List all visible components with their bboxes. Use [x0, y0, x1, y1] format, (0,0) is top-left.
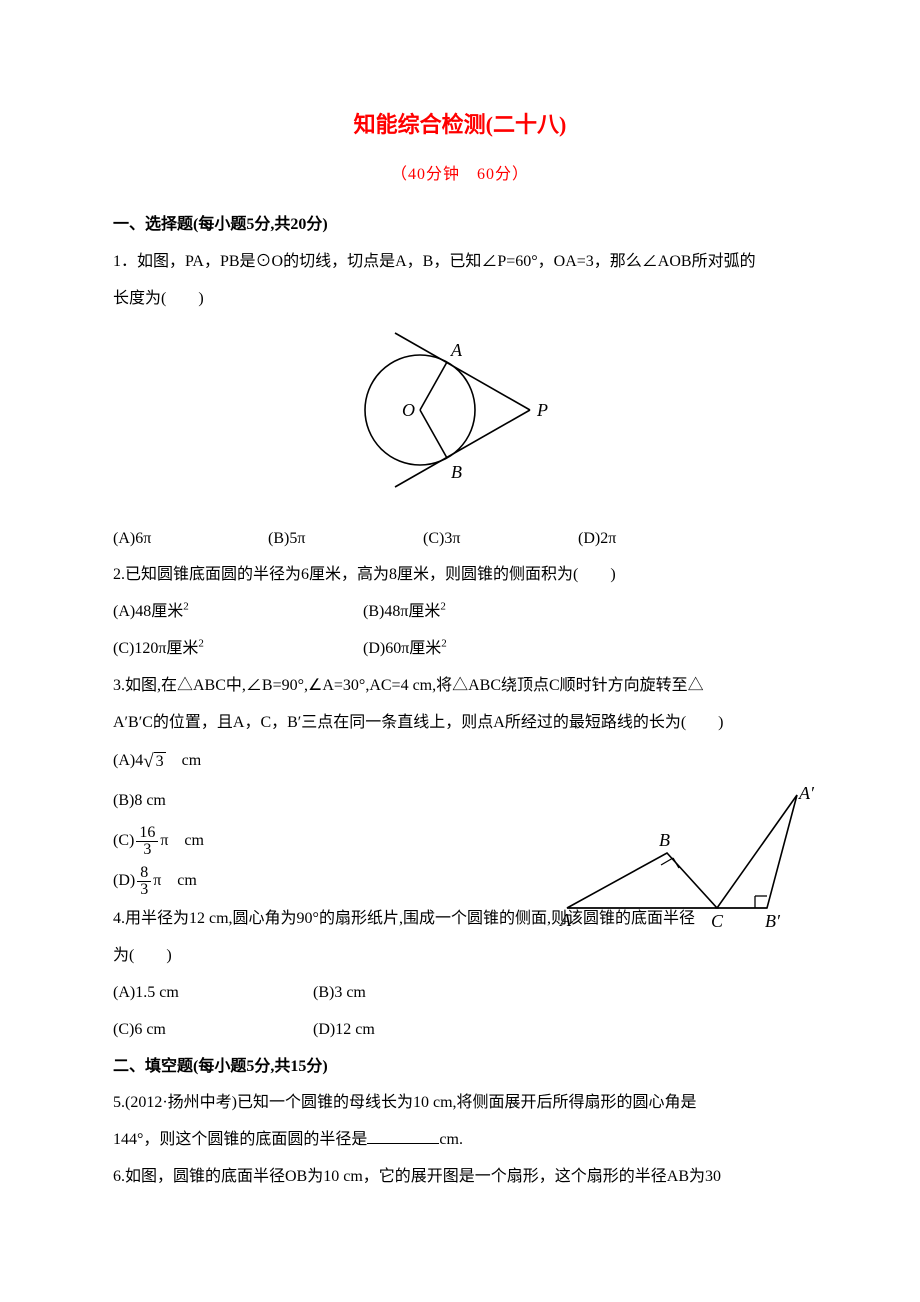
circle-tangent-diagram: O A B P — [345, 326, 575, 494]
section-1-heading: 一、选择题(每小题5分,共20分) — [113, 207, 807, 244]
q3-line1: 3.如图,在△ABC中,∠B=90°,∠A=30°,AC=4 cm,将△ABC绕… — [113, 668, 807, 705]
q5-line1: 5.(2012·扬州中考)已知一个圆锥的母线长为10 cm,将侧面展开后所得扇形… — [113, 1085, 807, 1122]
q1-opt-d: (D)2π — [578, 521, 733, 558]
q3-opt-a: (A)4√3 cm — [113, 741, 807, 781]
label-A-prime: A′ — [798, 783, 815, 803]
label-P: P — [536, 400, 548, 420]
label-B: B — [451, 462, 462, 482]
q1-opt-b: (B)5π — [268, 521, 423, 558]
label-A: A — [450, 340, 463, 360]
q2-opt-b: (B)48π厘米2 — [363, 594, 613, 631]
answer-blank — [367, 1128, 439, 1144]
q1-opt-a: (A)6π — [113, 521, 268, 558]
section-2-heading: 二、填空题(每小题5分,共15分) — [113, 1049, 807, 1086]
q2-opt-a: (A)48厘米2 — [113, 594, 363, 631]
q5-line2: 144°，则这个圆锥的底面圆的半径是cm. — [113, 1122, 807, 1159]
q2-opt-c: (C)120π厘米2 — [113, 631, 363, 668]
label-B: B — [659, 830, 670, 850]
label-C: C — [711, 911, 724, 931]
q4-options-row1: (A)1.5 cm (B)3 cm — [113, 975, 807, 1012]
label-A: A — [559, 910, 572, 930]
q3-line2: A′B′C的位置，且A，C，B′三点在同一条直线上，则点A所经过的最短路线的长为… — [113, 705, 807, 742]
doc-subtitle: （40分钟 60分） — [113, 157, 807, 194]
q1-options: (A)6π (B)5π (C)3π (D)2π — [113, 521, 807, 558]
q2-options-row1: (A)48厘米2 (B)48π厘米2 — [113, 594, 807, 631]
q4-opt-c: (C)6 cm — [113, 1012, 313, 1049]
q4-options-row2: (C)6 cm (D)12 cm — [113, 1012, 807, 1049]
q1-opt-c: (C)3π — [423, 521, 578, 558]
triangle-rotation-diagram: A B C A′ B′ — [552, 783, 832, 933]
q1-line1: 1．如图，PA，PB是⊙O的切线，切点是A，B，已知∠P=60°，OA=3，那么… — [113, 244, 807, 281]
q1-line2: 长度为( ) — [113, 281, 807, 318]
q3-figure: A B C A′ B′ — [552, 783, 832, 948]
q1-figure: O A B P — [113, 326, 807, 509]
q4-opt-b: (B)3 cm — [313, 975, 563, 1012]
q3-options-block: (A)4√3 cm (B)8 cm (C)163π cm (D)83π cm A… — [113, 741, 807, 901]
q4-opt-d: (D)12 cm — [313, 1012, 563, 1049]
q2-opt-d: (D)60π厘米2 — [363, 631, 613, 668]
q6-line1: 6.如图，圆锥的底面半径OB为10 cm，它的展开图是一个扇形，这个扇形的半径A… — [113, 1159, 807, 1196]
q4-opt-a: (A)1.5 cm — [113, 975, 313, 1012]
doc-title: 知能综合检测(二十八) — [113, 100, 807, 151]
label-O: O — [402, 400, 415, 420]
q2-options-row2: (C)120π厘米2 (D)60π厘米2 — [113, 631, 807, 668]
label-B-prime: B′ — [765, 911, 781, 931]
q2-line1: 2.已知圆锥底面圆的半径为6厘米，高为8厘米，则圆锥的侧面积为( ) — [113, 557, 807, 594]
